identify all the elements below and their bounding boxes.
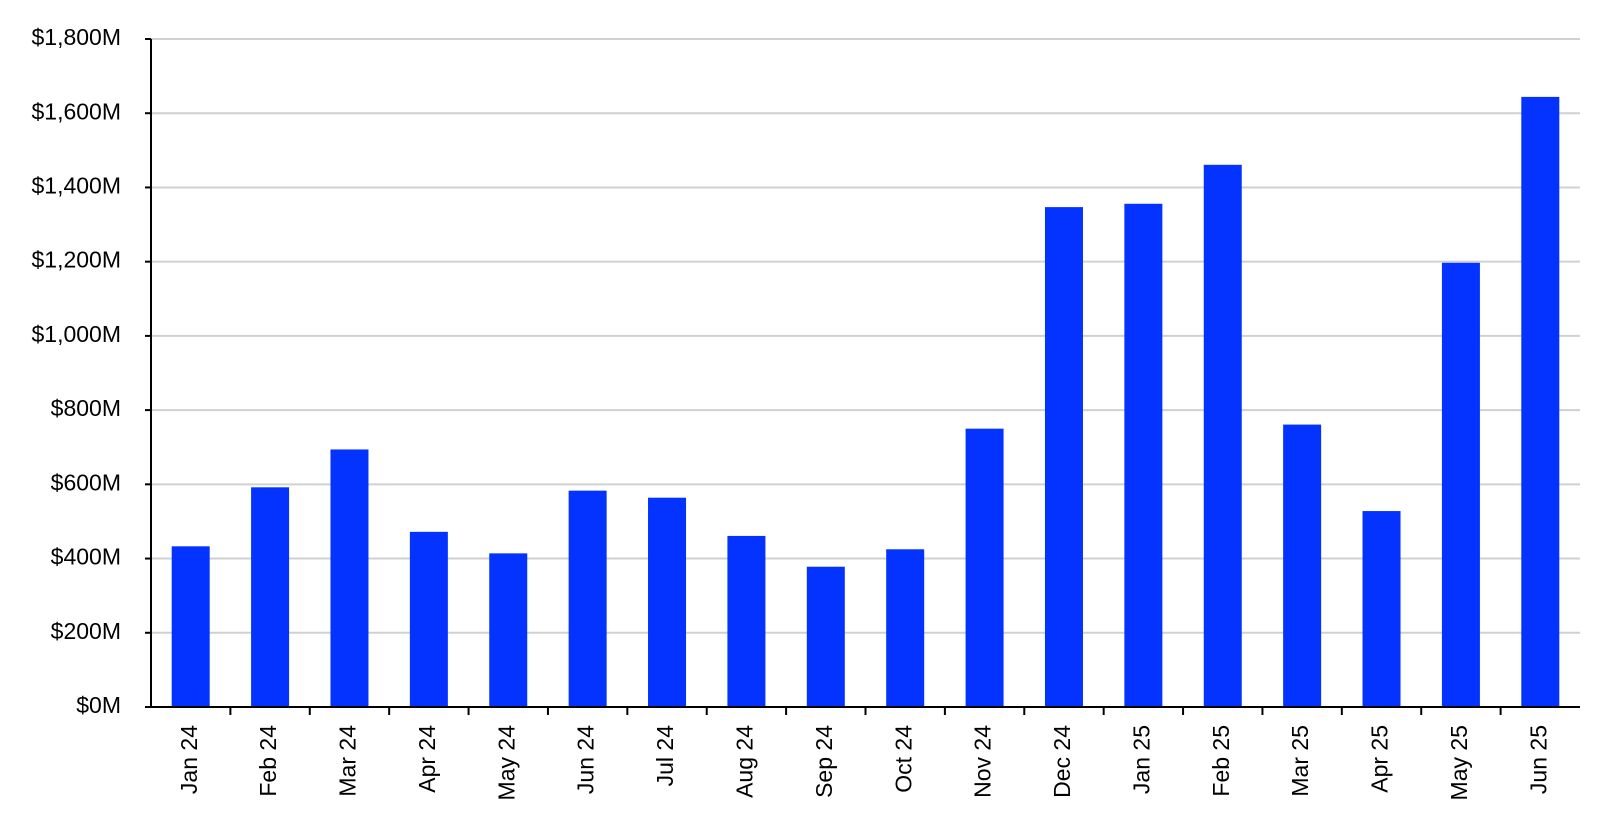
x-tick-label: Oct 24 xyxy=(890,725,916,793)
bar xyxy=(1044,207,1083,707)
x-tick-label: May 24 xyxy=(493,725,519,801)
bar xyxy=(965,428,1004,707)
bar xyxy=(489,553,528,707)
x-tick-label: Apr 25 xyxy=(1367,725,1393,793)
bar xyxy=(1203,164,1242,708)
x-tick-label: Sep 24 xyxy=(811,725,837,798)
y-tick-label: $1,400M xyxy=(31,173,121,199)
bar xyxy=(806,566,845,707)
y-tick-label: $0M xyxy=(76,692,121,718)
bar xyxy=(568,490,607,707)
bar xyxy=(1362,511,1401,707)
y-tick-label: $1,600M xyxy=(31,98,121,124)
y-tick-label: $600M xyxy=(51,469,121,495)
x-tick-label: Mar 24 xyxy=(335,725,361,797)
bar xyxy=(648,497,687,707)
y-tick-label: $1,000M xyxy=(31,321,121,347)
bar xyxy=(330,449,369,707)
x-tick-label: Nov 24 xyxy=(970,725,996,798)
bar xyxy=(727,535,766,707)
x-tick-label: Jul 24 xyxy=(652,725,678,787)
bar xyxy=(1124,203,1163,708)
x-tick-label: Dec 24 xyxy=(1049,725,1075,798)
x-tick-label: Apr 24 xyxy=(414,725,440,793)
x-tick-label: Feb 24 xyxy=(255,725,281,797)
bar xyxy=(409,531,448,707)
bar xyxy=(1521,96,1560,708)
bar xyxy=(171,546,210,707)
bar xyxy=(1283,424,1322,707)
y-tick-label: $200M xyxy=(51,618,121,644)
x-tick-label: Jun 25 xyxy=(1525,725,1551,794)
y-tick-label: $800M xyxy=(51,395,121,421)
bar xyxy=(886,549,925,707)
x-tick-label: Jan 25 xyxy=(1128,725,1154,794)
y-tick-label: $1,200M xyxy=(31,247,121,273)
bar xyxy=(1441,262,1480,707)
x-tick-label: Jan 24 xyxy=(176,725,202,794)
bar xyxy=(251,487,290,707)
y-tick-label: $1,800M xyxy=(31,24,121,50)
x-tick-label: May 25 xyxy=(1446,725,1472,800)
x-tick-label: Aug 24 xyxy=(731,725,757,798)
x-tick-label: Mar 25 xyxy=(1287,725,1313,797)
x-tick-label: Jun 24 xyxy=(573,725,599,794)
x-tick-label: Feb 25 xyxy=(1208,725,1234,797)
y-tick-label: $400M xyxy=(51,544,121,570)
